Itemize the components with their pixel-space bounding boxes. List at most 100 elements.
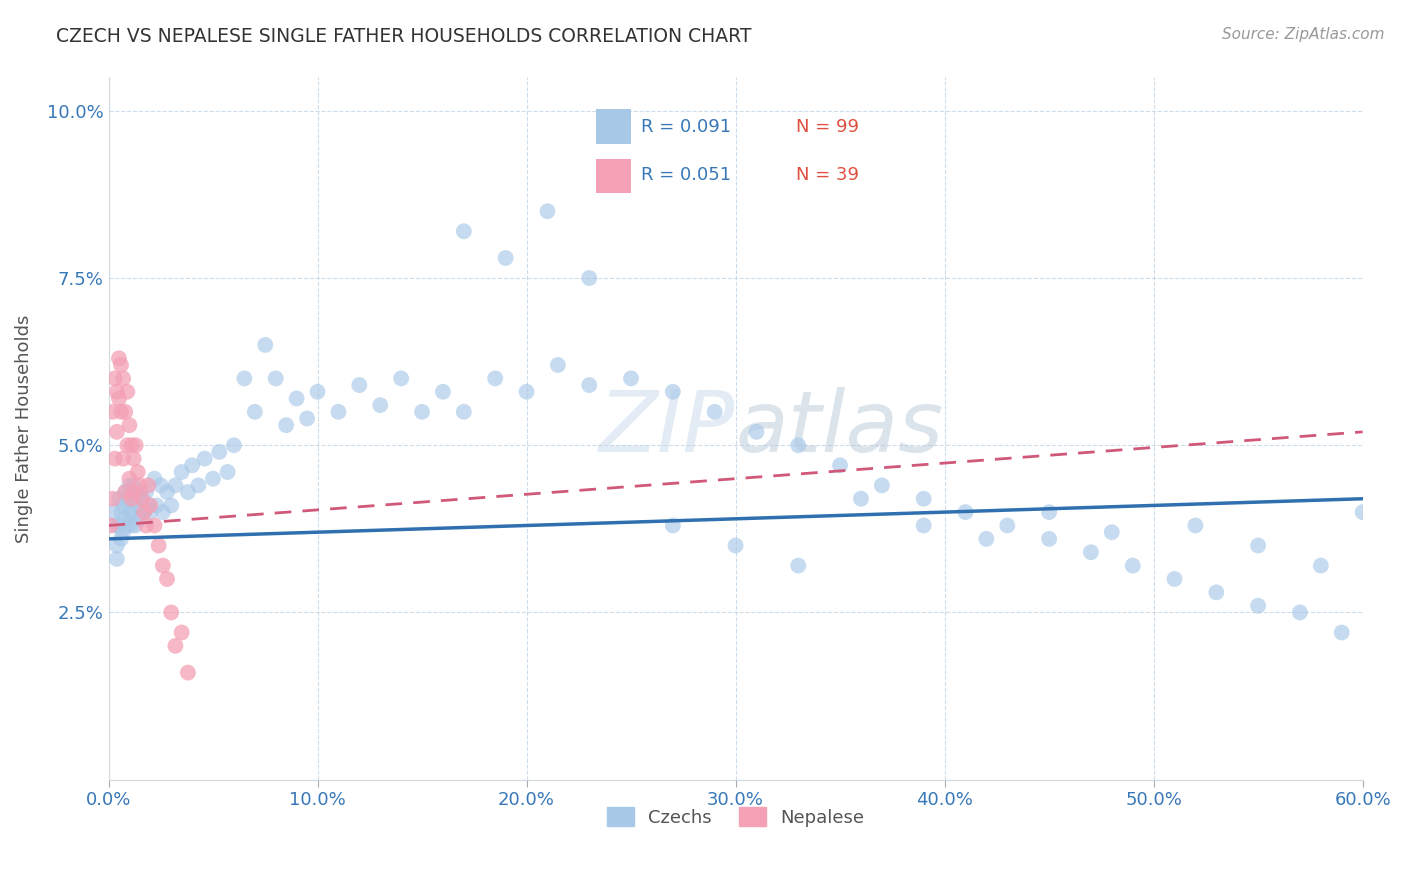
Legend: Czechs, Nepalese: Czechs, Nepalese <box>599 800 872 834</box>
Point <box>112 451 135 466</box>
Point <box>1247 539 1270 553</box>
Point <box>432 384 454 399</box>
Point <box>484 371 506 385</box>
Point <box>117 491 139 506</box>
Point <box>132 505 155 519</box>
Point <box>181 458 204 473</box>
Point <box>1038 505 1060 519</box>
Point <box>254 338 277 352</box>
Point <box>124 491 146 506</box>
Point <box>104 451 127 466</box>
Point <box>349 378 371 392</box>
Point <box>578 378 600 392</box>
Point <box>849 491 872 506</box>
Point <box>112 525 135 540</box>
Point <box>122 451 145 466</box>
Point <box>165 478 187 492</box>
Point <box>136 478 159 492</box>
Point <box>117 518 139 533</box>
Point <box>170 625 193 640</box>
Text: Source: ZipAtlas.com: Source: ZipAtlas.com <box>1222 27 1385 42</box>
Point <box>1351 505 1374 519</box>
Point <box>104 371 127 385</box>
Point <box>724 539 747 553</box>
Point <box>110 358 132 372</box>
Point <box>411 405 433 419</box>
Point <box>295 411 318 425</box>
Point <box>208 445 231 459</box>
Point <box>787 558 810 573</box>
Point <box>122 505 145 519</box>
Point <box>118 472 141 486</box>
Point <box>453 405 475 419</box>
Point <box>1289 606 1312 620</box>
Point <box>368 398 391 412</box>
Point <box>117 438 139 452</box>
Point <box>127 499 149 513</box>
Point <box>152 558 174 573</box>
Point <box>149 478 172 492</box>
Point <box>117 384 139 399</box>
Point <box>177 665 200 680</box>
Point <box>148 539 170 553</box>
Point <box>1309 558 1331 573</box>
Point <box>745 425 768 439</box>
Point <box>136 499 159 513</box>
Point <box>307 384 329 399</box>
Point <box>108 491 131 506</box>
Point <box>105 425 128 439</box>
Point <box>131 491 153 506</box>
Point <box>143 518 166 533</box>
Point <box>128 478 150 492</box>
Point <box>110 505 132 519</box>
Point <box>122 485 145 500</box>
Point <box>703 405 725 419</box>
Point <box>131 491 153 506</box>
Point <box>105 552 128 566</box>
Point <box>276 418 298 433</box>
Point <box>100 518 122 533</box>
Point <box>578 271 600 285</box>
Point <box>389 371 412 385</box>
Point <box>124 438 146 452</box>
Point <box>1163 572 1185 586</box>
Point <box>328 405 350 419</box>
Point <box>121 491 143 506</box>
Point <box>114 512 136 526</box>
Point <box>101 505 124 519</box>
Point <box>112 371 135 385</box>
Point <box>152 505 174 519</box>
Point <box>912 518 935 533</box>
Point <box>139 505 162 519</box>
Point <box>1038 532 1060 546</box>
Point <box>217 465 239 479</box>
Point <box>453 224 475 238</box>
Point <box>828 458 851 473</box>
Point <box>160 606 183 620</box>
Point <box>1184 518 1206 533</box>
Point <box>222 438 245 452</box>
Point <box>156 572 179 586</box>
Point <box>112 499 135 513</box>
Point <box>1122 558 1144 573</box>
Text: ZIP: ZIP <box>599 387 735 470</box>
Point <box>955 505 977 519</box>
Point <box>139 499 162 513</box>
Point <box>165 639 187 653</box>
Point <box>132 505 155 519</box>
Point <box>976 532 998 546</box>
Point <box>264 371 287 385</box>
Point <box>1080 545 1102 559</box>
Point <box>114 405 136 419</box>
Text: atlas: atlas <box>735 387 943 470</box>
Point <box>108 351 131 366</box>
Point <box>110 532 132 546</box>
Point <box>1247 599 1270 613</box>
Point <box>1330 625 1353 640</box>
Point <box>170 465 193 479</box>
Point <box>121 438 143 452</box>
Point <box>118 418 141 433</box>
Point <box>912 491 935 506</box>
Y-axis label: Single Father Households: Single Father Households <box>15 314 32 542</box>
Point <box>114 485 136 500</box>
